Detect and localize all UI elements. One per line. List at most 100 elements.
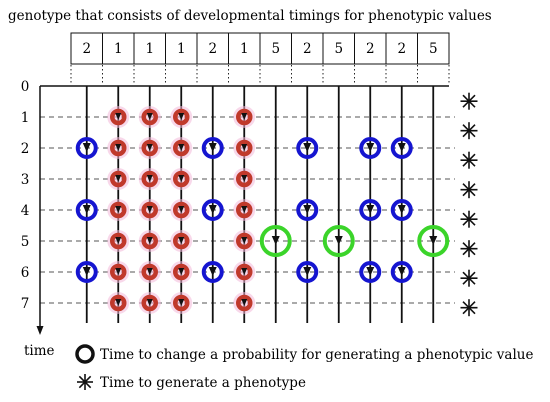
arrow-marker — [146, 299, 153, 306]
gene-column — [259, 86, 292, 323]
asterisk-icon — [460, 299, 478, 317]
arrow-marker — [82, 205, 91, 214]
arrow-marker — [241, 113, 248, 120]
arrow-marker — [178, 144, 185, 151]
ring-marker — [236, 294, 253, 312]
ring-marker — [259, 225, 292, 257]
arrow-marker — [241, 299, 248, 306]
arrow-marker — [115, 268, 122, 275]
arrow-marker — [241, 268, 248, 275]
ring-marker — [236, 232, 253, 250]
ring-marker — [75, 137, 98, 159]
ring-marker — [236, 139, 253, 157]
arrow-marker — [397, 267, 406, 276]
asterisk-icon — [460, 122, 478, 140]
ring-marker — [173, 294, 190, 312]
ring-marker — [110, 232, 127, 250]
ring-marker — [141, 201, 158, 219]
ring-marker — [110, 108, 127, 126]
arrow-marker — [397, 143, 406, 152]
time-tick-label: 3 — [21, 172, 30, 188]
ring-marker — [75, 261, 98, 283]
genotype-cell-value: 1 — [145, 41, 154, 57]
ring-marker — [110, 170, 127, 188]
genotype-cell-value: 2 — [397, 41, 406, 57]
ring-marker — [201, 199, 224, 221]
asterisk-stroke — [462, 183, 476, 197]
time-tick-label: 4 — [21, 203, 30, 219]
arrow-marker — [208, 143, 217, 152]
arrow-marker — [303, 267, 312, 276]
ring-marker — [173, 232, 190, 250]
legend-circle-label: Time to change a probability for generat… — [100, 347, 533, 363]
time-tick-labels: 0 1 2 3 4 5 6 7 — [21, 79, 30, 312]
ring-marker — [390, 261, 413, 283]
ring-marker — [417, 225, 450, 257]
ring-marker — [173, 263, 190, 281]
time-tick-label: 5 — [21, 234, 30, 250]
genotype-cell-value: 2 — [82, 41, 91, 57]
arrow-marker — [397, 205, 406, 214]
asterisk-stroke — [462, 153, 476, 167]
ring-marker — [201, 261, 224, 283]
asterisk-stroke — [462, 94, 476, 108]
genotype-cell-value: 5 — [271, 41, 280, 57]
genotype-cell-value: 5 — [429, 41, 438, 57]
asterisk-icon — [460, 240, 478, 258]
arrow-marker — [146, 206, 153, 213]
ring-marker — [141, 139, 158, 157]
time-tick-label: 0 — [21, 79, 30, 95]
gene-column — [417, 86, 450, 323]
gene-column — [170, 86, 193, 323]
genotype-cell-value: 1 — [114, 41, 123, 57]
time-tick-label: 7 — [21, 296, 30, 312]
arrow-marker — [82, 143, 91, 152]
arrow-marker — [146, 113, 153, 120]
gene-column — [296, 86, 319, 323]
asterisk-stroke — [462, 271, 476, 285]
arrow-marker — [241, 237, 248, 244]
genotype-connectors — [70, 65, 450, 84]
ring-marker — [173, 170, 190, 188]
arrow-marker — [178, 299, 185, 306]
arrow-marker — [146, 268, 153, 275]
ring-marker — [322, 225, 355, 257]
arrow-marker — [334, 236, 343, 245]
phenotype-markers — [460, 92, 478, 317]
asterisk-icon — [77, 374, 93, 390]
arrow-marker — [241, 206, 248, 213]
ring-marker — [110, 139, 127, 157]
ring-marker — [236, 263, 253, 281]
arrow-marker — [178, 175, 185, 182]
ring-marker — [236, 170, 253, 188]
gene-column — [107, 86, 130, 323]
ring-marker — [141, 232, 158, 250]
asterisk-icon — [460, 151, 478, 169]
arrow-marker — [178, 268, 185, 275]
ring-marker — [110, 263, 127, 281]
ring-marker — [296, 137, 319, 159]
arrow-marker — [178, 113, 185, 120]
time-tick-label: 6 — [21, 265, 30, 281]
legend: Time to change a probability for generat… — [75, 344, 533, 391]
arrow-marker — [115, 144, 122, 151]
genotype-row: 2 1 1 1 2 1 5 2 5 2 2 5 — [70, 32, 450, 65]
ring-marker — [390, 199, 413, 221]
arrow-marker — [146, 237, 153, 244]
ring-marker — [173, 139, 190, 157]
arrow-marker — [146, 144, 153, 151]
ring-marker — [359, 199, 382, 221]
arrow-marker — [82, 267, 91, 276]
arrow-marker — [146, 175, 153, 182]
ring-marker — [359, 137, 382, 159]
genotype-cell-value: 2 — [366, 41, 375, 57]
arrow-marker — [271, 236, 280, 245]
time-axis: time — [24, 86, 55, 359]
gene-column — [322, 86, 355, 323]
asterisk-stroke — [462, 212, 476, 226]
asterisk-stroke — [462, 124, 476, 138]
ring-marker — [296, 199, 319, 221]
arrow-marker — [115, 175, 122, 182]
ring-icon — [75, 344, 95, 364]
arrow-marker — [115, 237, 122, 244]
